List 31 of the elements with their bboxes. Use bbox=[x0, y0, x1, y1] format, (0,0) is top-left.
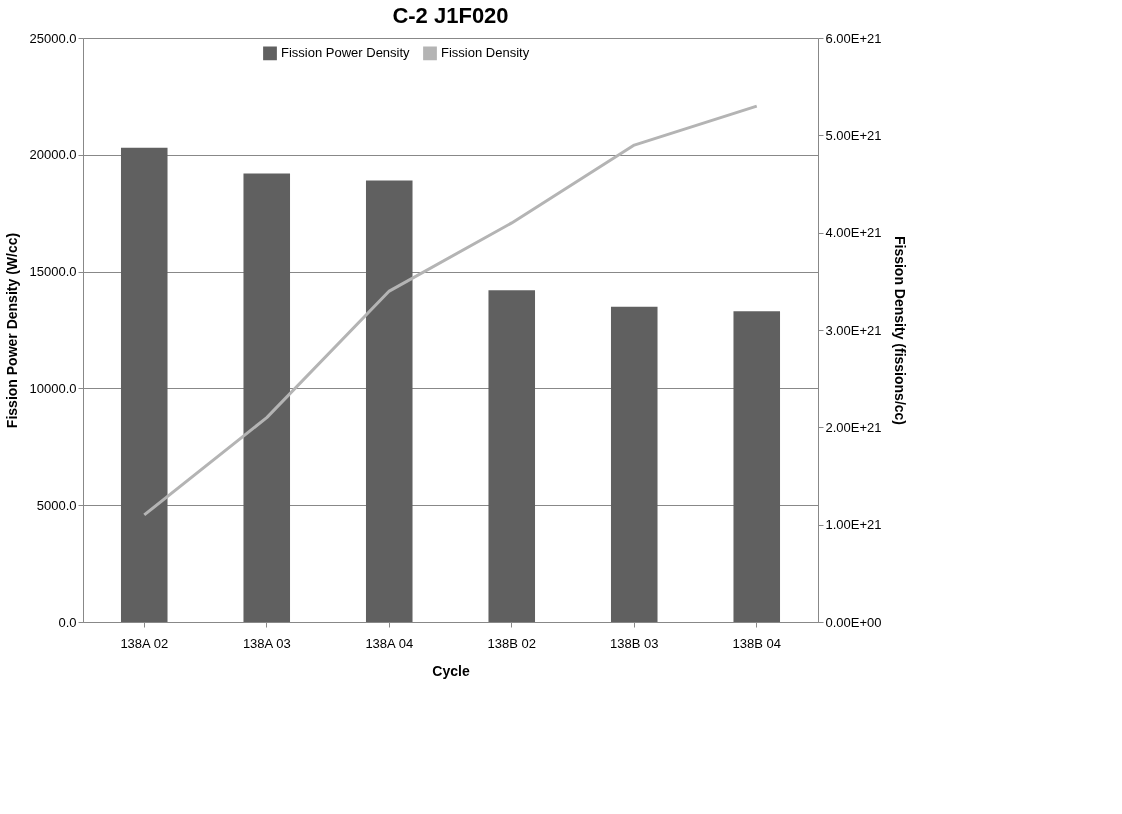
bar bbox=[365, 180, 413, 622]
y2-tick-label: 1.00E+21 bbox=[825, 517, 882, 533]
bar bbox=[488, 290, 536, 622]
legend-label: Fission Density bbox=[441, 45, 530, 61]
y2-tick-label: 0.00E+00 bbox=[825, 614, 882, 630]
x-tick-label: 138A 04 bbox=[365, 635, 414, 651]
x-axis-title: Cycle bbox=[432, 662, 470, 679]
y2-tick-label: 3.00E+21 bbox=[825, 322, 882, 338]
bar bbox=[243, 173, 291, 622]
bar bbox=[610, 306, 658, 622]
y2-tick-label: 2.00E+21 bbox=[825, 419, 882, 435]
y-tick-label: 5000.0 bbox=[36, 497, 77, 513]
y2-axis-title: Fission Density (fissions/cc) bbox=[891, 235, 908, 426]
y-tick-label: 15000.0 bbox=[29, 264, 77, 280]
y-tick-label: 10000.0 bbox=[29, 380, 77, 396]
x-tick-label: 138B 02 bbox=[487, 635, 536, 651]
bar bbox=[120, 147, 168, 622]
y2-tick-label: 5.00E+21 bbox=[825, 127, 882, 143]
x-tick-label: 138B 03 bbox=[610, 635, 659, 651]
y-axis-title: Fission Power Density (W/cc) bbox=[3, 232, 20, 429]
y2-tick-label: 4.00E+21 bbox=[825, 225, 882, 241]
bar bbox=[733, 311, 781, 622]
legend-label: Fission Power Density bbox=[281, 45, 411, 61]
x-tick-label: 138B 04 bbox=[732, 635, 781, 651]
chart-title: C-2 J1F020 bbox=[392, 3, 509, 28]
y-tick-label: 25000.0 bbox=[29, 30, 77, 46]
y2-tick-label: 6.00E+21 bbox=[825, 30, 882, 46]
y-tick-label: 20000.0 bbox=[29, 147, 77, 163]
x-tick-label: 138A 03 bbox=[242, 635, 291, 651]
y-tick-label: 0.0 bbox=[58, 614, 77, 630]
x-tick-label: 138A 02 bbox=[120, 635, 169, 651]
